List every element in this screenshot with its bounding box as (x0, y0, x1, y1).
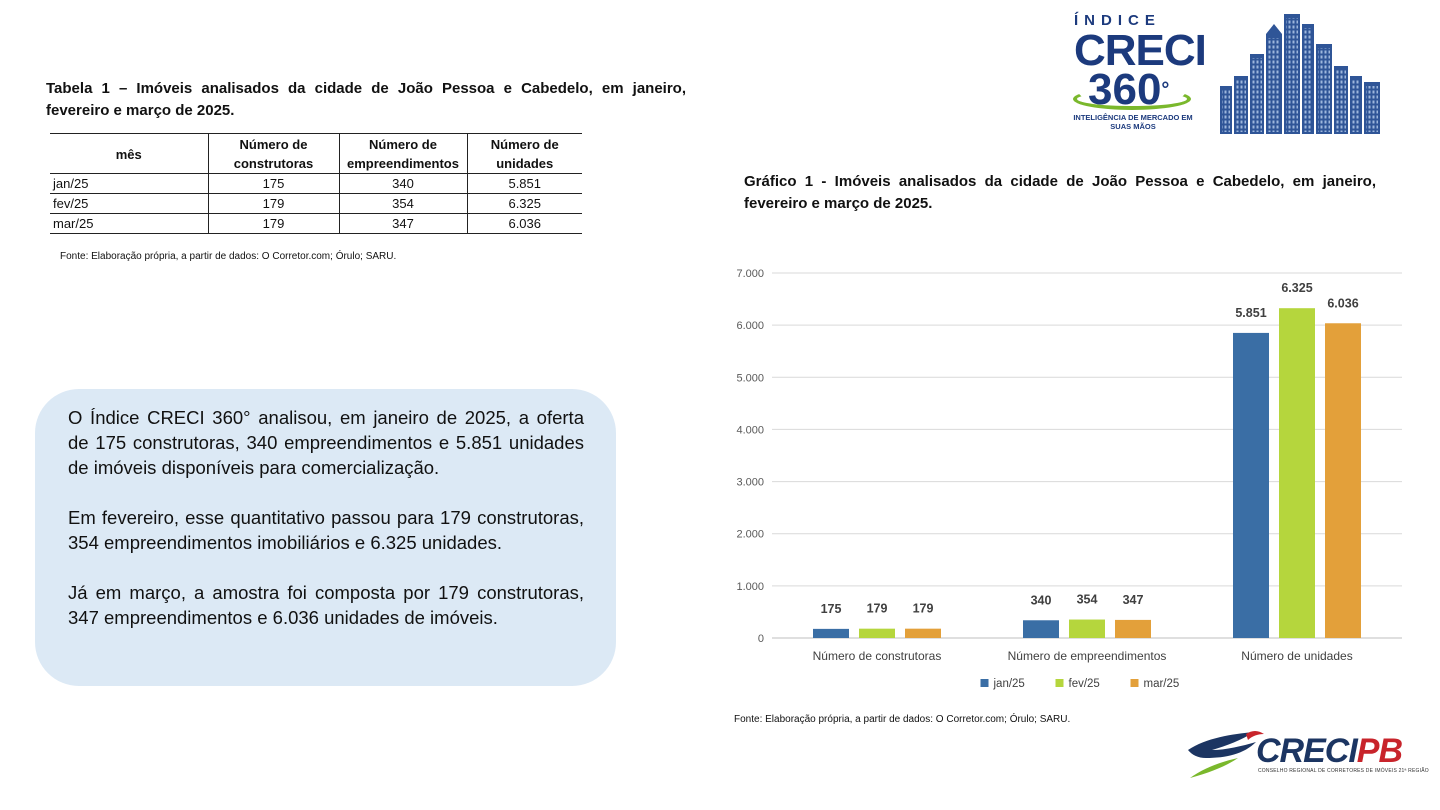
table-title: Tabela 1 – Imóveis analisados da cidade … (46, 80, 686, 119)
data-table: mês Número de construtoras Número de emp… (50, 133, 582, 234)
y-tick-label: 5.000 (736, 372, 764, 384)
summary-paragraph-february: Em fevereiro, esse quantitativo passou p… (68, 507, 584, 553)
logo-creci-text: CRECI (1074, 26, 1207, 75)
y-tick-label: 2.000 (736, 529, 764, 541)
logo-degree: ° (1161, 79, 1170, 101)
chart-title: Gráfico 1 - Imóveis analisados da cidade… (744, 173, 1376, 212)
table-cell: 354 (338, 193, 467, 214)
logo-swoosh (1073, 88, 1191, 110)
y-tick-label: 1.000 (736, 581, 764, 593)
bar (1115, 619, 1151, 638)
bird-icon (1188, 731, 1264, 778)
table-cell: fev/25 (50, 193, 208, 214)
table-source: Fonte: Elaboração própria, a partir de d… (60, 251, 397, 262)
table-cell: jan/25 (50, 173, 208, 194)
table-row: mar/25 179 347 6.036 (50, 213, 582, 234)
data-label: 5.851 (1235, 306, 1266, 320)
bar (813, 628, 849, 638)
table-header-cell: mês (50, 133, 208, 174)
legend-swatch (980, 679, 989, 687)
y-tick-label: 0 (758, 633, 764, 645)
logo-indice-text: ÍNDICE (1074, 12, 1161, 29)
bar (1279, 308, 1315, 638)
bar (1069, 619, 1105, 638)
crecipb-creci-text: CRECI (1256, 732, 1358, 770)
table-row: fev/25 179 354 6.325 (50, 193, 582, 214)
legend-label: mar/25 (1144, 678, 1180, 690)
table-cell: 340 (338, 173, 467, 194)
logo-tagline: INTELIGÊNCIA DE MERCADO EM SUAS MÃOS (1073, 113, 1193, 131)
table-cell: 175 (207, 173, 339, 194)
table-cell: 6.036 (466, 213, 582, 234)
data-label: 175 (821, 602, 842, 616)
bar (1023, 620, 1059, 638)
table-header-cell: Número de unidades (466, 133, 582, 174)
table-row: jan/25 175 340 5.851 (50, 173, 582, 194)
legend-label: fev/25 (1069, 678, 1100, 690)
table-cell: 179 (207, 193, 339, 214)
table-cell: mar/25 (50, 213, 208, 234)
summary-paragraph-january: O Índice CRECI 360° analisou, em janeiro… (68, 407, 584, 478)
table-cell: 5.851 (466, 173, 582, 194)
y-tick-label: 6.000 (736, 320, 764, 332)
summary-paragraph-march: Já em março, a amostra foi composta por … (68, 582, 584, 628)
y-tick-label: 7.000 (736, 268, 764, 280)
legend-swatch (1055, 679, 1064, 687)
chart-source: Fonte: Elaboração própria, a partir de d… (734, 714, 1071, 725)
crecipb-subtitle: CONSELHO REGIONAL DE CORRETORES DE IMÓVE… (1258, 768, 1429, 774)
skyline-icon (1220, 14, 1380, 134)
bar (1325, 323, 1361, 638)
table-header-cell: Número de empreendimentos (338, 133, 467, 174)
x-tick-label: Número de empreendimentos (1008, 649, 1167, 663)
data-label: 179 (913, 602, 934, 616)
y-tick-label: 3.000 (736, 477, 764, 489)
table-header-row: mês Número de construtoras Número de emp… (50, 133, 582, 174)
data-label: 6.036 (1327, 296, 1358, 310)
data-label: 6.325 (1281, 281, 1312, 295)
table-cell: 179 (207, 213, 339, 234)
creci-360-logo: ÍNDICE CRECI 360° INTELIGÊNCIA DE MERCAD… (1068, 10, 1207, 135)
table-cell: 347 (338, 213, 467, 234)
x-tick-label: Número de construtoras (813, 649, 942, 663)
y-tick-label: 4.000 (736, 424, 764, 436)
bar-chart: 0 1.000 2.000 3.000 4.000 5.000 6.000 7.000 175 1… (736, 268, 1402, 690)
data-label: 340 (1031, 593, 1052, 607)
legend-label: jan/25 (993, 678, 1025, 690)
table-header-cell: Número de construtoras (207, 133, 339, 174)
bar (905, 628, 941, 638)
crecipb-wordmark: CRECIPB (1256, 732, 1403, 770)
logo-360-text: 360° (1088, 68, 1169, 112)
data-label: 347 (1123, 593, 1144, 607)
data-label: 179 (867, 602, 888, 616)
legend-swatch (1130, 679, 1139, 687)
crecipb-logo: CRECIPB CONSELHO REGIONAL DE CORRETORES … (1186, 728, 1429, 782)
data-label: 354 (1077, 593, 1098, 607)
bar (859, 628, 895, 638)
crecipb-pb-text: PB (1356, 732, 1403, 770)
logo-360-number: 360 (1088, 65, 1162, 114)
summary-box: O Índice CRECI 360° analisou, em janeiro… (35, 389, 616, 686)
bar (1233, 332, 1269, 638)
x-tick-label: Número de unidades (1241, 649, 1352, 663)
table-cell: 6.325 (466, 193, 582, 214)
